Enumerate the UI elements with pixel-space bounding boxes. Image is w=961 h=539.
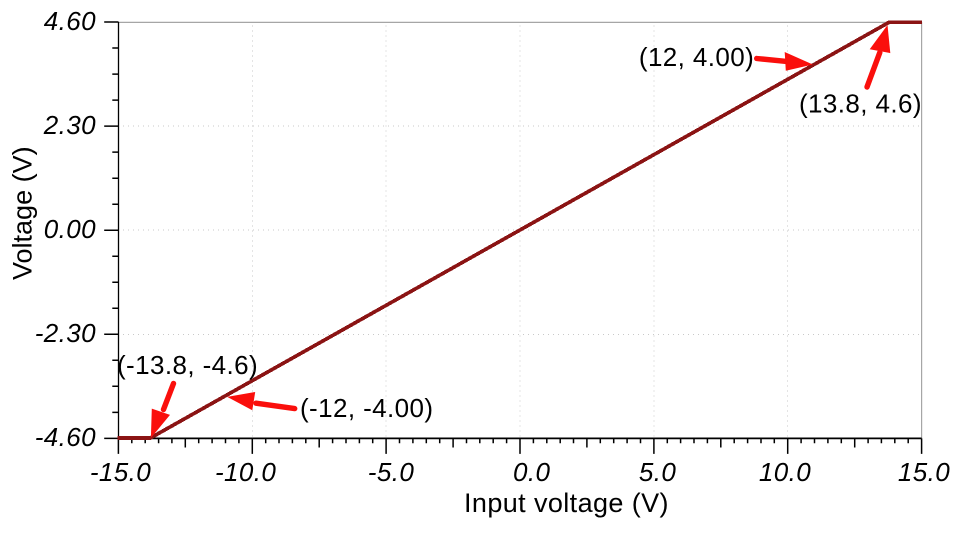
svg-text:4.60: 4.60 [44, 6, 96, 36]
svg-text:(13.8, 4.6): (13.8, 4.6) [799, 88, 922, 118]
svg-text:Voltage (V): Voltage (V) [8, 146, 38, 280]
svg-text:(12, 4.00): (12, 4.00) [639, 42, 754, 72]
svg-text:-10.0: -10.0 [215, 457, 276, 487]
svg-text:10.0: 10.0 [759, 457, 811, 487]
svg-text:Input voltage (V): Input voltage (V) [464, 488, 669, 518]
svg-text:-4.60: -4.60 [35, 422, 96, 452]
svg-text:(-12, -4.00): (-12, -4.00) [300, 393, 433, 423]
svg-text:15.0: 15.0 [898, 457, 950, 487]
svg-text:(-13.8, -4.6): (-13.8, -4.6) [117, 350, 258, 380]
svg-text:0.0: 0.0 [513, 457, 550, 487]
svg-text:2.30: 2.30 [43, 110, 96, 140]
svg-text:0.00: 0.00 [44, 214, 96, 244]
svg-text:-5.0: -5.0 [368, 457, 415, 487]
svg-text:-2.30: -2.30 [35, 318, 96, 348]
svg-text:-15.0: -15.0 [90, 457, 151, 487]
svg-text:5.0: 5.0 [639, 457, 676, 487]
